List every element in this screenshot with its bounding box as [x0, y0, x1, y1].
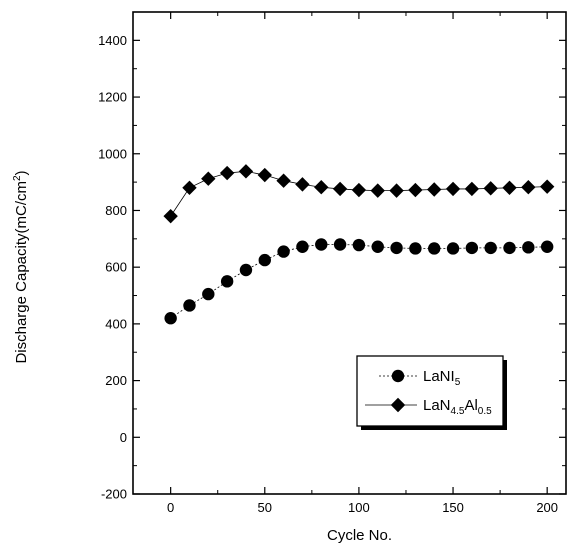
data-point: [446, 242, 460, 255]
legend-label-2: LaN4.5Al0.5: [423, 397, 492, 417]
legend: LaNI5 LaN4.5Al0.5: [356, 355, 507, 430]
data-point: [201, 171, 216, 186]
data-point: [428, 242, 441, 255]
y-tick-label: 200: [105, 373, 127, 388]
series-1: [164, 238, 554, 325]
data-point: [522, 241, 535, 254]
data-point: [409, 242, 422, 255]
y-tick-label: 1000: [98, 146, 127, 161]
y-tick-label: -200: [101, 487, 127, 502]
data-point: [202, 287, 215, 301]
data-point: [503, 241, 516, 255]
y-axis-title: Discharge Capacity(mC/cm2): [12, 170, 30, 363]
x-tick-label: 100: [348, 500, 370, 515]
series-layer: [163, 164, 555, 325]
data-point: [183, 299, 196, 312]
data-point: [332, 181, 348, 197]
data-point: [370, 183, 385, 198]
data-point: [163, 208, 178, 224]
series-line: [170, 244, 548, 319]
data-point: [314, 180, 329, 195]
legend-box: [356, 355, 504, 427]
legend-label-1-main: LaNI: [423, 368, 455, 385]
data-point: [258, 253, 271, 267]
data-point: [427, 182, 442, 197]
y-axis-title-sup: 2: [12, 175, 23, 181]
y-tick-label: 1400: [98, 33, 127, 48]
data-point: [276, 173, 291, 188]
y-tick-label: 0: [120, 430, 127, 445]
y-tick-label: 400: [105, 316, 127, 331]
data-point: [257, 167, 272, 183]
legend-marker-diamond: [390, 397, 406, 413]
legend-marker-circle: [391, 369, 405, 383]
data-point: [502, 180, 517, 195]
y-tick-label: 800: [105, 203, 127, 218]
data-point: [465, 241, 479, 255]
legend-label-2-part: 4.5: [451, 406, 465, 417]
data-point: [539, 179, 555, 194]
x-tick-label: 0: [167, 500, 174, 515]
data-point: [219, 165, 235, 181]
y-tick-label: 600: [105, 260, 127, 275]
data-point: [315, 238, 328, 251]
legend-label-2-part: 0.5: [478, 406, 492, 417]
data-point: [333, 238, 347, 251]
ticks: 0 50 100 150 200 -200 0 200 400 600 800 1000 1200 140…: [98, 11, 566, 515]
data-point: [296, 240, 309, 253]
data-point: [483, 181, 498, 196]
x-axis-title: Cycle No.: [327, 527, 392, 544]
y-axis-title-close: ): [13, 170, 30, 175]
y-tick-label: 1200: [98, 90, 127, 105]
data-point: [295, 177, 310, 192]
data-point: [182, 180, 197, 195]
legend-label-2-part: LaN: [423, 397, 451, 414]
series-2: [163, 164, 555, 224]
data-point: [371, 240, 384, 253]
data-point: [351, 182, 367, 198]
axes: [132, 11, 567, 495]
data-point: [239, 263, 253, 277]
data-point: [464, 181, 480, 197]
x-tick-label: 50: [258, 500, 272, 515]
legend-label-1: LaNI5: [423, 368, 461, 388]
data-point: [445, 181, 461, 197]
x-tick-label: 150: [442, 500, 464, 515]
x-tick-label: 200: [536, 500, 558, 515]
data-point: [484, 241, 497, 255]
plot-frame: [132, 11, 567, 495]
data-point: [408, 182, 423, 198]
data-point: [352, 238, 366, 252]
data-point: [277, 245, 290, 258]
data-point: [540, 240, 554, 253]
data-point: [389, 183, 404, 198]
data-point: [521, 180, 536, 195]
legend-label-2-part: Al: [464, 397, 477, 414]
legend-label-1-sub: 5: [455, 377, 461, 388]
data-point: [390, 241, 403, 255]
data-point: [238, 164, 254, 179]
data-point: [220, 275, 234, 288]
y-axis-title-main: Discharge Capacity(mC/cm: [13, 181, 30, 364]
data-point: [164, 312, 177, 325]
